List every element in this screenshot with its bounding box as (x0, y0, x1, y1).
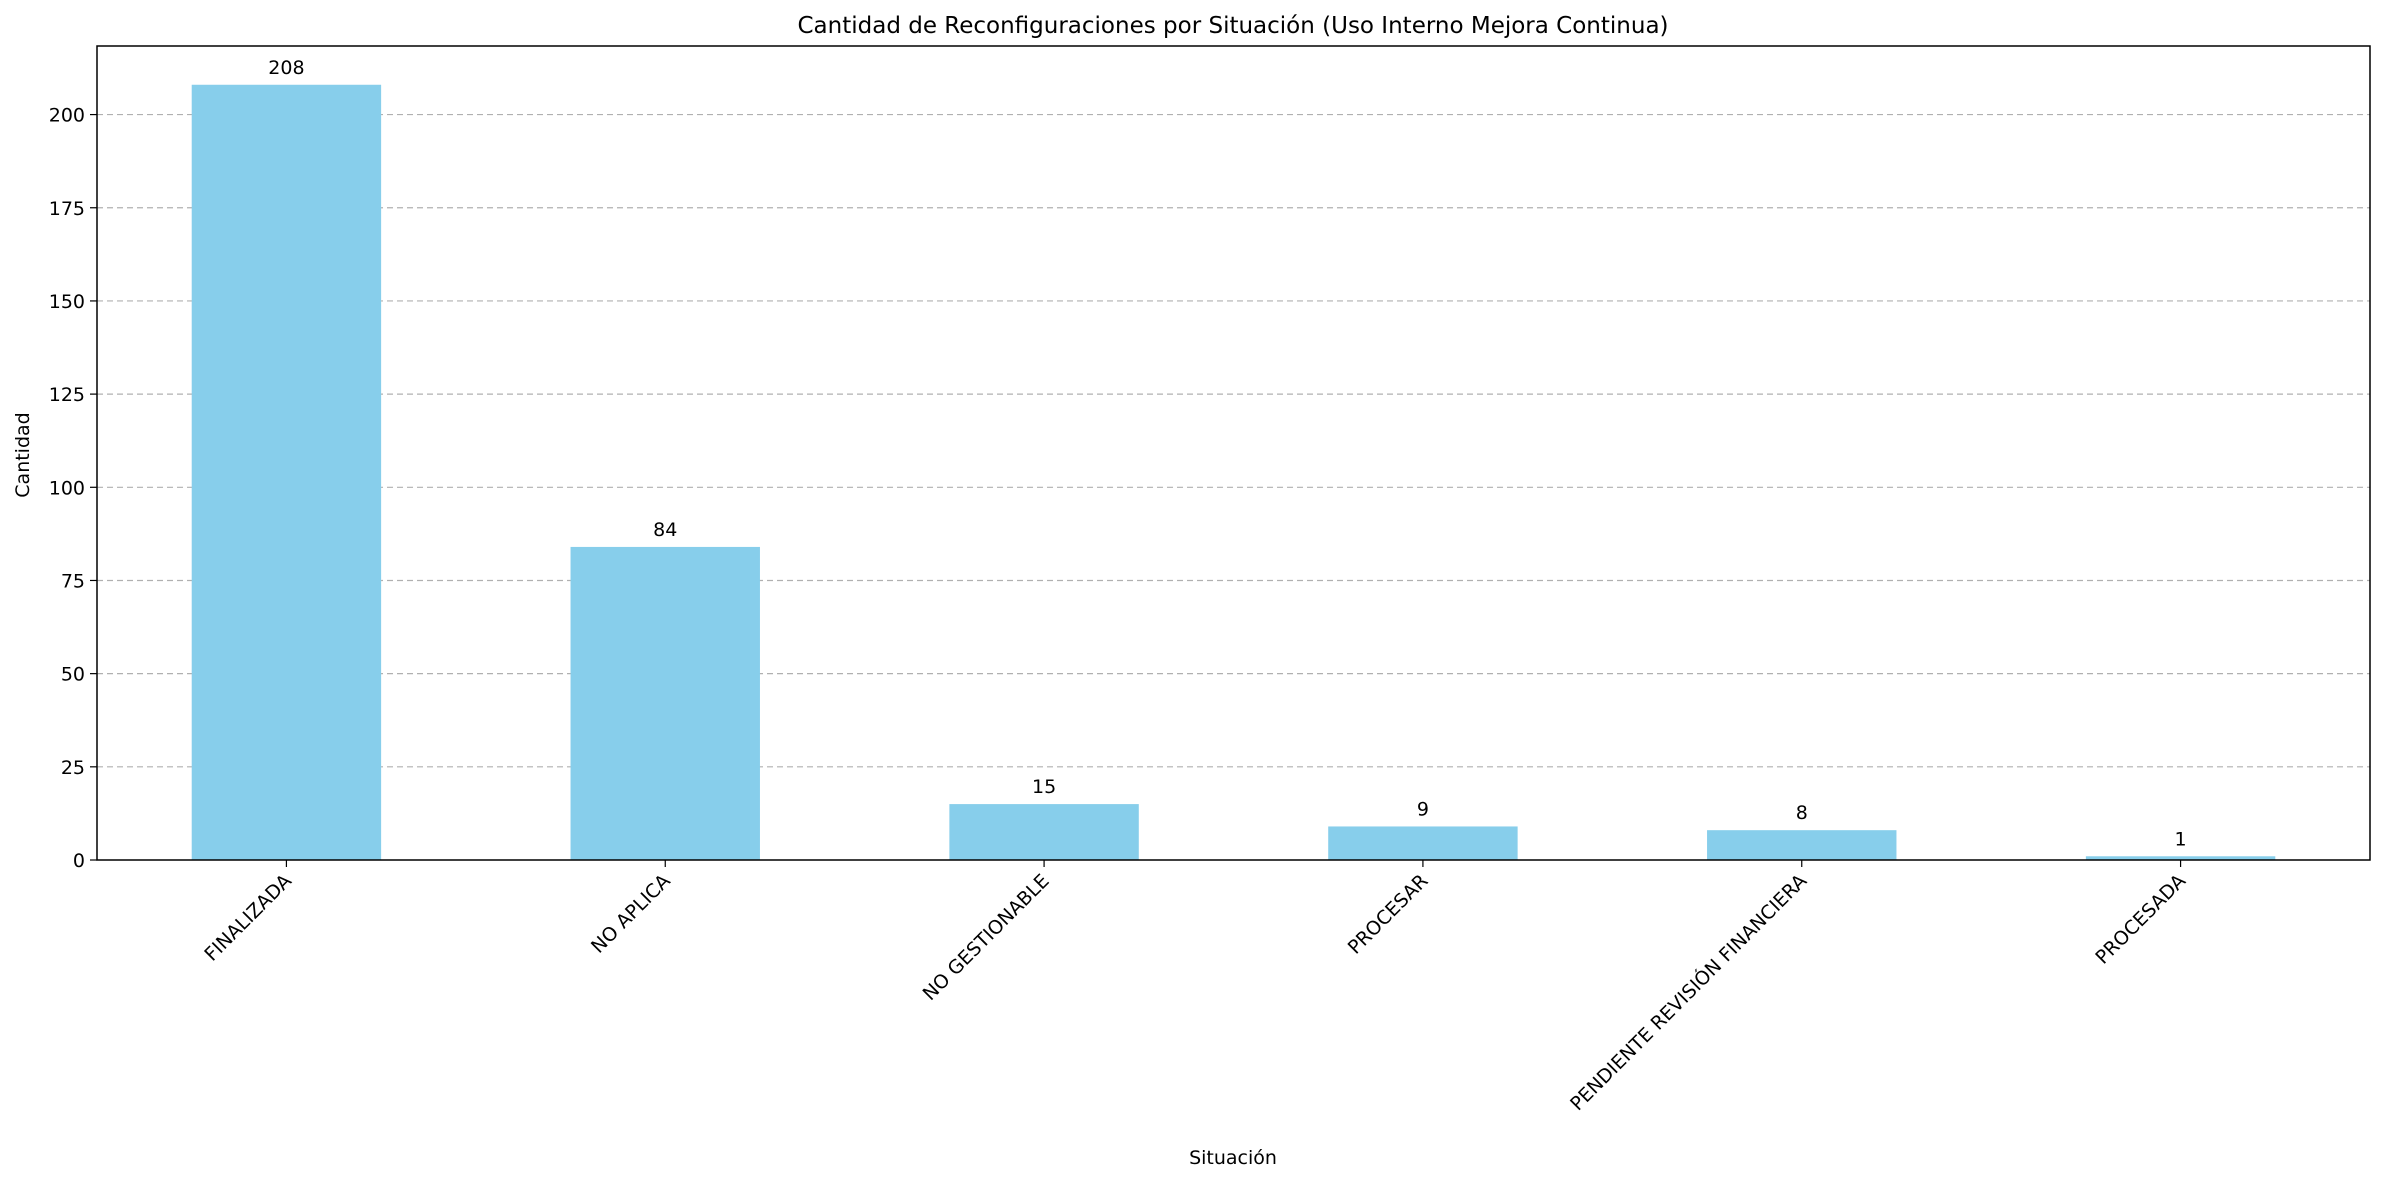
y-tick-label: 175 (49, 198, 85, 220)
data-label: 84 (653, 519, 677, 541)
bar (191, 84, 382, 860)
data-label: 9 (1417, 798, 1429, 820)
x-axis-ticks: FINALIZADA NO APLICA NO GESTIONABLE PROCESA… (200, 860, 2190, 1115)
chart-title: Cantidad de Reconfiguraciones por Situac… (797, 13, 1668, 39)
data-label: 1 (2175, 828, 2187, 850)
data-label: 15 (1032, 776, 1056, 798)
x-tick-label: PROCESAR (1344, 870, 1433, 959)
data-labels: 208 84 15 9 8 1 (268, 57, 2186, 851)
bar (570, 546, 760, 860)
x-tick-label: PROCESADA (2091, 870, 2190, 969)
y-axis-label: Cantidad (12, 412, 34, 497)
y-tick-label: 200 (49, 105, 85, 127)
y-tick-label: 25 (61, 757, 85, 779)
x-tick-label: FINALIZADA (200, 870, 296, 966)
y-tick-label: 150 (49, 291, 85, 313)
data-label: 8 (1796, 802, 1808, 824)
x-tick-label: NO GESTIONABLE (919, 870, 1054, 1005)
bar (1328, 826, 1518, 860)
bar (2085, 856, 2276, 860)
x-tick-label: PENDIENTE REVISIÓN FINANCIERA (1565, 869, 1812, 1116)
y-tick-label: 100 (49, 477, 85, 499)
y-tick-label: 50 (61, 664, 85, 686)
data-label: 208 (268, 57, 304, 79)
y-tick-label: 125 (49, 384, 85, 406)
bar (949, 804, 1139, 860)
x-tick-label: NO APLICA (587, 870, 675, 958)
bars (191, 84, 2276, 860)
plot-frame (96, 45, 2371, 861)
gridlines (97, 113, 2370, 768)
y-axis-ticks: 0 25 50 75 100 125 150 175 200 (49, 105, 97, 872)
x-axis-label: Situación (1189, 1147, 1277, 1169)
y-tick-label: 0 (73, 850, 85, 872)
bar (1707, 830, 1897, 860)
y-tick-label: 75 (61, 570, 85, 592)
